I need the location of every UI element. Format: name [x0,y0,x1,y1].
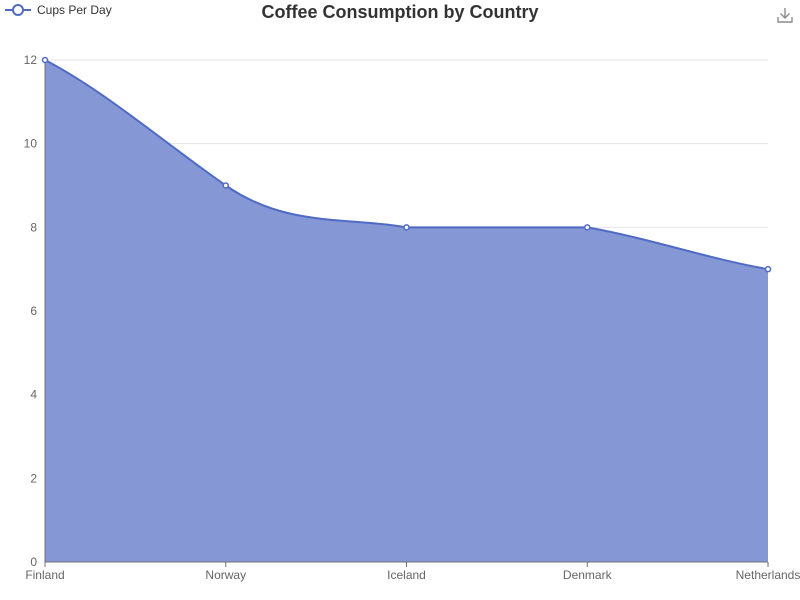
x-tick-label: Finland [25,568,64,582]
legend-item-cups-per-day[interactable]: Cups Per Day [5,3,112,17]
axes: 0 2 4 6 8 10 12 Finland Norway Iceland Denmark Neth… [24,53,800,582]
data-point[interactable] [403,224,410,231]
y-tick-label: 10 [24,137,38,151]
y-tick-label: 0 [30,555,37,569]
legend-label: Cups Per Day [37,3,112,17]
y-tick-label: 8 [30,220,37,234]
x-tick-label: Norway [205,568,246,582]
y-tick-label: 12 [24,53,38,67]
x-tick-label: Iceland [387,568,426,582]
data-point[interactable] [584,224,591,231]
x-tick-label: Denmark [563,568,613,582]
y-tick-label: 4 [30,388,37,402]
area-fill [45,60,768,562]
download-icon[interactable] [776,6,794,24]
data-point[interactable] [41,56,49,64]
chart-title: Coffee Consumption by Country [261,2,539,22]
y-tick-label: 6 [30,304,37,318]
y-tick-label: 2 [30,471,37,485]
data-point[interactable] [222,182,229,189]
legend-line-circle-icon [5,4,31,16]
data-point[interactable] [764,265,772,273]
data-points [41,56,772,273]
x-tick-label: Netherlands [736,568,800,582]
